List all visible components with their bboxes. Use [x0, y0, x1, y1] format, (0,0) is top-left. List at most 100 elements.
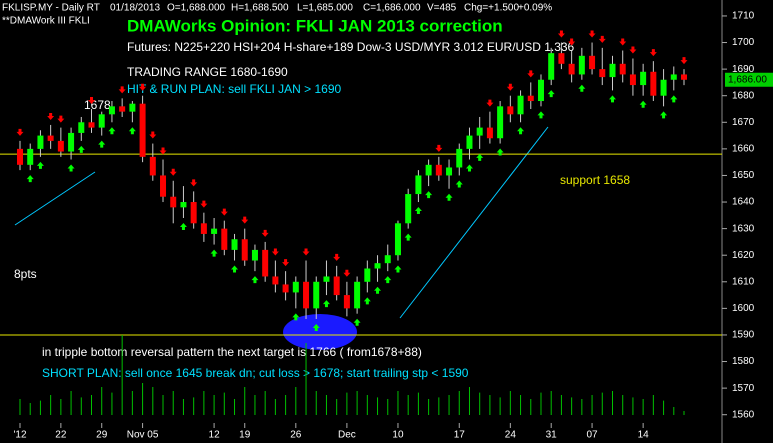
signal-arrow: [190, 179, 198, 187]
header-field: L=1,685.000: [297, 3, 353, 14]
candle-body: [139, 103, 146, 157]
y-tick-label: 1640: [732, 197, 755, 208]
signal-arrow: [425, 191, 433, 199]
candle-body: [17, 148, 23, 165]
signal-arrow: [343, 269, 351, 277]
signal-arrow: [271, 248, 279, 256]
signal-arrow: [527, 70, 535, 78]
signal-arrow: [486, 99, 494, 107]
candle-body: [190, 202, 197, 224]
candle-body: [68, 132, 75, 152]
candle-body: [272, 276, 279, 285]
header-field: C=1,686.000: [363, 3, 421, 14]
signal-arrow: [88, 96, 96, 104]
candle-body: [364, 268, 371, 282]
x-tick-label: 14: [638, 430, 650, 441]
candle-body: [507, 106, 514, 115]
signal-arrow: [404, 233, 412, 241]
candle-body: [149, 156, 156, 176]
y-tick-label: 1590: [732, 330, 755, 341]
candle-body: [660, 79, 667, 96]
candle-body: [313, 281, 320, 309]
candle-body: [517, 95, 524, 115]
x-tick-label: Dec: [338, 430, 356, 441]
annotation: Futures: N225+220 HSI+204 H-share+189 Do…: [127, 40, 575, 54]
candle-body: [486, 127, 493, 139]
candle-body: [670, 74, 677, 80]
annotation: 1678: [84, 98, 111, 112]
candle-body: [170, 196, 177, 208]
candle-body: [681, 74, 687, 80]
candle-body: [231, 239, 238, 250]
signal-arrow: [557, 30, 565, 38]
signal-arrow: [680, 57, 688, 65]
candle-body: [589, 55, 596, 70]
candle-body: [88, 122, 95, 128]
signal-arrow: [149, 131, 157, 139]
candle-body: [241, 239, 248, 261]
annotation: TRADING RANGE 1680-1690: [127, 65, 288, 79]
candle-body: [629, 74, 636, 86]
candle-body: [568, 63, 575, 75]
last-price-box: [725, 72, 773, 87]
candle-body: [37, 135, 44, 149]
x-tick-label: 12: [209, 430, 221, 441]
candle-body: [292, 281, 299, 293]
candle-body: [415, 175, 422, 195]
candle-body: [374, 263, 381, 269]
candle-body: [160, 175, 167, 197]
x-tick-label: '12: [13, 430, 26, 441]
x-tick-label: 29: [96, 430, 108, 441]
candle-body: [129, 103, 136, 112]
candle-body: [466, 135, 473, 149]
signal-arrow: [568, 38, 576, 46]
y-tick-label: 1690: [732, 64, 755, 75]
y-tick-label: 1650: [732, 170, 755, 181]
candle-body: [497, 106, 504, 139]
signal-arrow: [322, 300, 330, 308]
signal-arrow: [139, 83, 147, 91]
annotation: SHORT PLAN: sell once 1645 break dn; cut…: [42, 366, 469, 380]
candle-body: [527, 95, 534, 102]
trend-line: [399, 126, 549, 319]
signal-arrow: [16, 128, 24, 136]
candle-body: [78, 122, 85, 133]
x-tick-label: 26: [290, 430, 302, 441]
signal-arrow: [77, 145, 85, 153]
candle-body: [394, 223, 401, 256]
signal-arrow: [374, 286, 382, 294]
candle-body: [354, 281, 361, 309]
signal-arrow: [588, 30, 596, 38]
signal-arrow: [629, 46, 637, 54]
header-field: O=1,688.000: [167, 3, 226, 14]
signal-arrow: [598, 35, 606, 43]
y-tick-label: 1600: [732, 303, 755, 314]
candle-body: [435, 164, 442, 176]
signal-arrow: [108, 127, 116, 135]
x-tick-label: 22: [55, 430, 67, 441]
signal-arrow: [537, 111, 545, 119]
signal-arrow: [67, 164, 75, 172]
signal-arrow: [241, 216, 249, 224]
candle-body: [108, 106, 115, 115]
signal-arrow: [57, 115, 65, 123]
y-tick-label: 1670: [732, 117, 755, 128]
y-tick-label: 1630: [732, 223, 755, 234]
signal-arrow: [353, 318, 361, 326]
candle-body: [650, 71, 657, 96]
signal-arrow: [670, 95, 678, 103]
signal-arrow: [639, 100, 647, 108]
signal-arrow: [261, 229, 269, 237]
candle-body: [262, 249, 269, 277]
signal-arrow: [210, 249, 218, 257]
signal-arrow: [476, 153, 484, 161]
header-field: H=1,688.500: [231, 3, 289, 14]
signal-arrow: [200, 200, 208, 208]
candle-body: [384, 255, 391, 264]
signal-arrow: [333, 253, 341, 261]
candle-body: [27, 148, 34, 165]
x-tick-label: 31: [546, 430, 558, 441]
signal-arrow: [506, 83, 514, 91]
candle-body: [323, 276, 330, 282]
